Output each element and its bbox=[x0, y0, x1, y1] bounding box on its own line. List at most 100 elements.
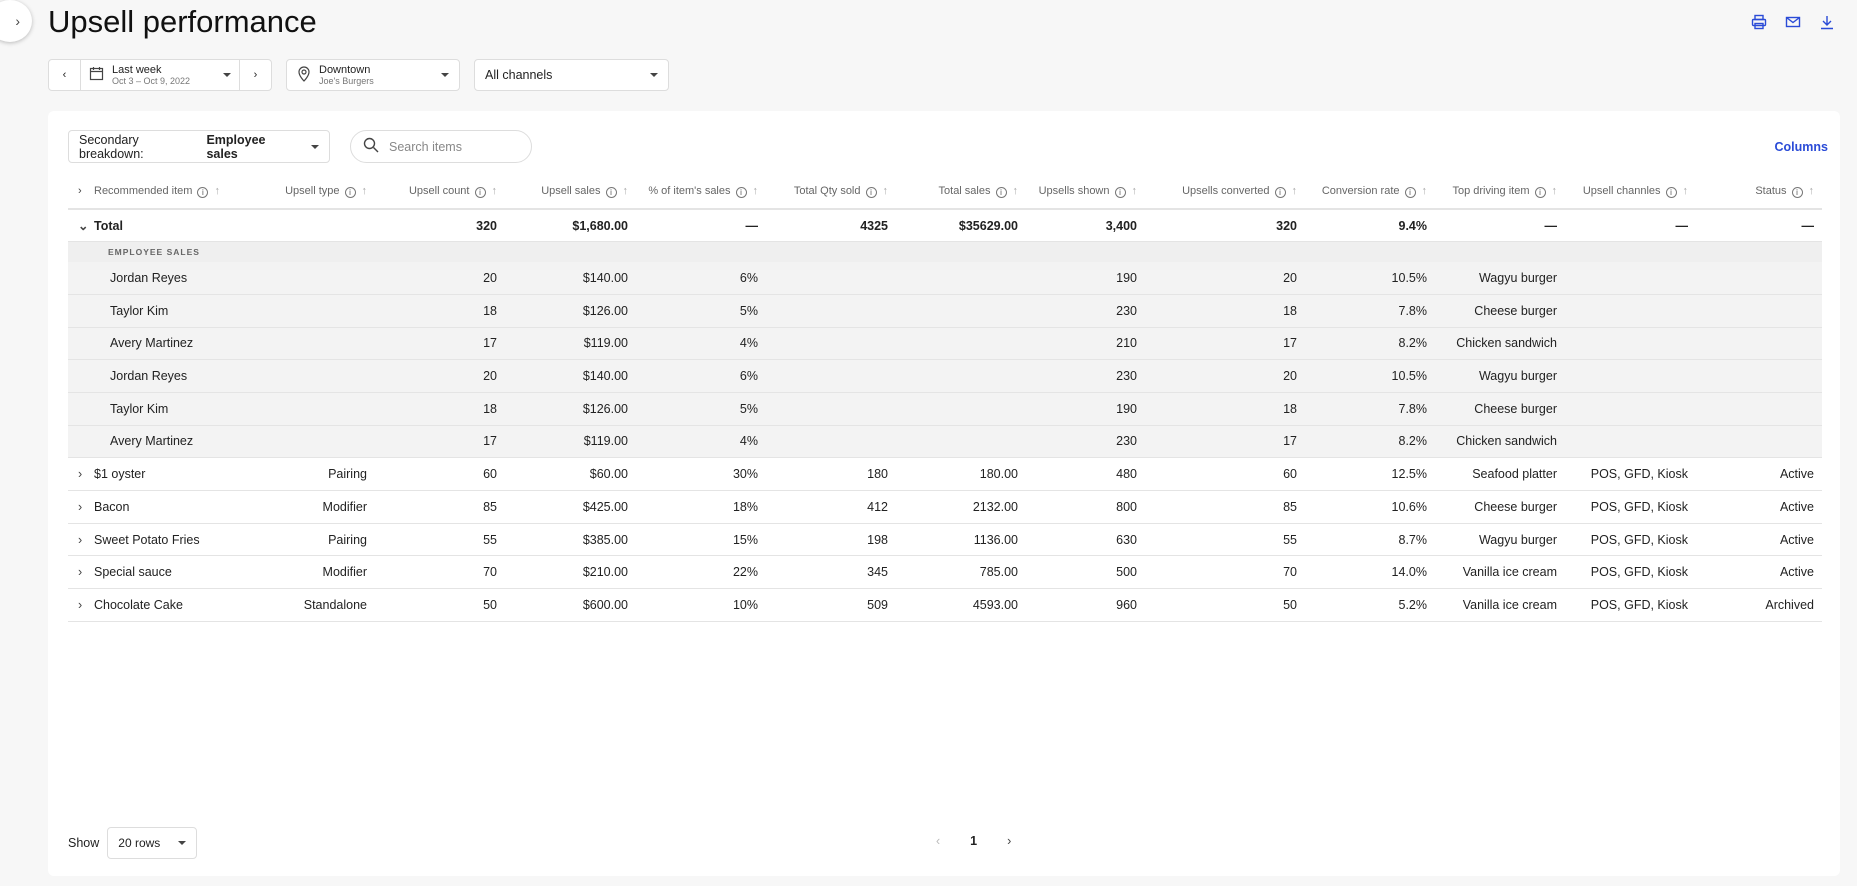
printer-icon[interactable] bbox=[1749, 12, 1769, 32]
table-cell: POS, GFD, Kiosk bbox=[1565, 457, 1696, 491]
table-cell: — bbox=[1565, 209, 1696, 243]
table-row[interactable]: › Special sauce Modifier 70 $210.00 22% 345 785… bbox=[68, 555, 1822, 590]
page-1-button[interactable]: 1 bbox=[970, 834, 978, 848]
table-row[interactable]: Avery Martinez 17 $119.00 4% 210 17 8.2% Chicke… bbox=[68, 327, 1822, 361]
table-cell: 180.00 bbox=[896, 457, 1026, 491]
table-row[interactable]: Avery Martinez 17 $119.00 4% 230 17 8.2% Chicke… bbox=[68, 425, 1822, 459]
prev-page-button[interactable]: ‹ bbox=[936, 834, 941, 848]
mail-icon[interactable] bbox=[1783, 12, 1803, 32]
column-header[interactable]: Total Qty sold i ↑ bbox=[766, 175, 896, 210]
cell-value: 800 bbox=[1116, 499, 1137, 514]
table-cell: 20 bbox=[375, 261, 505, 295]
info-icon[interactable]: i bbox=[197, 187, 209, 198]
table-cell: 180 bbox=[766, 457, 896, 491]
sort-arrow-icon[interactable]: ↑ bbox=[752, 185, 759, 197]
table-cell: Taylor Kim bbox=[68, 392, 240, 426]
info-icon[interactable]: i bbox=[1665, 187, 1677, 198]
cell-value: 18 bbox=[1283, 401, 1297, 416]
cell-value: 10.5% bbox=[1391, 369, 1427, 384]
table-cell: $1,680.00 bbox=[505, 209, 636, 243]
table-cell: 18 bbox=[375, 294, 505, 328]
table-cell: 10.5% bbox=[1305, 359, 1435, 393]
sort-arrow-icon[interactable]: ↑ bbox=[1808, 185, 1815, 197]
column-header[interactable]: Conversion rate i ↑ bbox=[1305, 175, 1435, 210]
sort-arrow-icon[interactable]: ↑ bbox=[491, 185, 498, 197]
column-header[interactable]: Upsell type i ↑ bbox=[240, 175, 375, 210]
column-label: Recommended item bbox=[94, 185, 193, 197]
table-row[interactable]: Jordan Reyes 20 $140.00 6% 190 20 10.5% Wagyu b… bbox=[68, 261, 1822, 295]
search-input[interactable]: Search items bbox=[350, 130, 532, 163]
info-icon[interactable]: i bbox=[865, 187, 877, 198]
chevron-right-icon[interactable]: › bbox=[78, 185, 82, 197]
cell-value: Archived bbox=[1765, 597, 1814, 612]
info-icon[interactable]: i bbox=[605, 187, 617, 198]
info-icon[interactable]: i bbox=[344, 187, 356, 198]
table-row[interactable]: › Chocolate Cake Standalone 50 $600.00 10% 509… bbox=[68, 588, 1822, 622]
sort-arrow-icon[interactable]: ↑ bbox=[882, 185, 889, 197]
sort-arrow-icon[interactable]: ↑ bbox=[361, 185, 368, 197]
channels-dropdown[interactable]: All channels bbox=[474, 59, 669, 91]
info-icon[interactable]: i bbox=[735, 187, 747, 198]
table-row[interactable]: › Sweet Potato Fries Pairing 55 $385.00 15% 19… bbox=[68, 523, 1822, 557]
sort-arrow-icon[interactable]: ↑ bbox=[1682, 185, 1689, 197]
table-cell: › Special sauce bbox=[68, 555, 240, 590]
table-cell: 412 bbox=[766, 490, 896, 524]
info-icon[interactable]: i bbox=[995, 187, 1007, 198]
sort-arrow-icon[interactable]: ↑ bbox=[214, 185, 220, 197]
chevron-right-icon[interactable]: › bbox=[78, 467, 83, 482]
table-row[interactable]: ⌄ Total 320 $1,680.00 — 4325 $35629.00 3,400 320… bbox=[68, 209, 1822, 243]
prev-period-button[interactable]: ‹ bbox=[49, 60, 81, 90]
sort-arrow-icon[interactable]: ↑ bbox=[622, 185, 629, 197]
column-header[interactable]: Upsells shown i ↑ bbox=[1026, 175, 1145, 210]
table-cell: $385.00 bbox=[505, 523, 636, 557]
table-row[interactable]: Taylor Kim 18 $126.00 5% 190 18 7.8% Cheese bur… bbox=[68, 392, 1822, 426]
table-row[interactable]: Taylor Kim 18 $126.00 5% 230 18 7.8% Cheese bur… bbox=[68, 294, 1822, 328]
chevron-right-icon[interactable]: › bbox=[78, 565, 83, 580]
sort-arrow-icon[interactable]: ↑ bbox=[1012, 185, 1019, 197]
info-icon[interactable]: i bbox=[1534, 187, 1546, 198]
chevron-down-icon[interactable]: ⌄ bbox=[78, 219, 89, 234]
column-header[interactable]: Upsell sales i ↑ bbox=[505, 175, 636, 210]
info-icon[interactable]: i bbox=[1274, 187, 1286, 198]
cell-value: Jordan Reyes bbox=[110, 270, 188, 285]
location-dropdown[interactable]: Downtown Joe's Burgers bbox=[286, 59, 460, 91]
column-header[interactable]: Upsell count i ↑ bbox=[375, 175, 505, 210]
sort-arrow-icon[interactable]: ↑ bbox=[1421, 185, 1428, 197]
next-period-button[interactable]: › bbox=[239, 60, 271, 90]
secondary-breakdown-dropdown[interactable]: Secondary breakdown: Employee sales bbox=[68, 130, 330, 163]
chevron-right-icon[interactable]: › bbox=[78, 597, 83, 612]
sort-arrow-icon[interactable]: ↑ bbox=[1551, 185, 1558, 197]
date-range-dropdown[interactable]: Last week Oct 3 – Oct 9, 2022 bbox=[81, 60, 239, 90]
column-header[interactable]: Upsells converted i ↑ bbox=[1145, 175, 1305, 210]
chevron-right-icon[interactable]: › bbox=[78, 499, 83, 514]
column-header[interactable]: Total sales i ↑ bbox=[896, 175, 1026, 210]
download-icon[interactable] bbox=[1817, 12, 1837, 32]
info-icon[interactable]: i bbox=[474, 187, 486, 198]
info-icon[interactable]: i bbox=[1114, 187, 1126, 198]
sort-arrow-icon[interactable]: ↑ bbox=[1131, 185, 1138, 197]
column-header[interactable]: % of item's sales i ↑ bbox=[636, 175, 766, 210]
table-cell: 18 bbox=[1145, 392, 1305, 426]
sort-arrow-icon[interactable]: ↑ bbox=[1291, 185, 1298, 197]
column-header[interactable]: › Recommended item i ↑ bbox=[68, 175, 240, 210]
next-page-button[interactable]: › bbox=[1007, 834, 1012, 848]
column-header[interactable]: Top driving item i ↑ bbox=[1435, 175, 1565, 210]
cell-value: — bbox=[1544, 218, 1558, 233]
columns-button[interactable]: Columns bbox=[1774, 140, 1828, 154]
chevron-right-icon[interactable]: › bbox=[78, 532, 83, 547]
cell-value: Vanilla ice cream bbox=[1462, 597, 1557, 612]
column-header[interactable]: Upsell channles i ↑ bbox=[1565, 175, 1696, 210]
sidebar-toggle-button[interactable]: › bbox=[0, 0, 32, 42]
cell-value: 70 bbox=[1283, 565, 1297, 580]
table-row[interactable]: Jordan Reyes 20 $140.00 6% 230 20 10.5% Wagyu b… bbox=[68, 359, 1822, 393]
info-icon[interactable]: i bbox=[1791, 187, 1803, 198]
table-cell: 70 bbox=[1145, 555, 1305, 590]
info-icon[interactable]: i bbox=[1404, 187, 1416, 198]
table-row[interactable]: › Bacon Modifier 85 $425.00 18% 412 2132.00 800 8… bbox=[68, 490, 1822, 524]
table-cell bbox=[1565, 294, 1696, 328]
table-cell: › Bacon bbox=[68, 490, 240, 524]
column-header[interactable]: Status i ↑ bbox=[1696, 175, 1822, 210]
table-row[interactable]: › $1 oyster Pairing 60 $60.00 30% 180 180.00 480… bbox=[68, 457, 1822, 491]
rows-per-page-dropdown[interactable]: 20 rows bbox=[107, 827, 198, 859]
cell-value: 412 bbox=[867, 499, 888, 514]
